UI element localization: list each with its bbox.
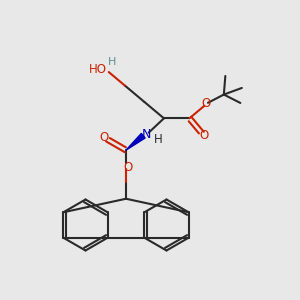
Text: O: O bbox=[200, 129, 209, 142]
Text: O: O bbox=[123, 161, 132, 174]
Polygon shape bbox=[126, 134, 145, 150]
Text: O: O bbox=[201, 97, 211, 110]
Text: H: H bbox=[154, 133, 163, 146]
Text: N: N bbox=[142, 128, 151, 141]
Text: O: O bbox=[99, 131, 108, 144]
Text: HO: HO bbox=[89, 63, 107, 76]
Text: H: H bbox=[108, 58, 116, 68]
